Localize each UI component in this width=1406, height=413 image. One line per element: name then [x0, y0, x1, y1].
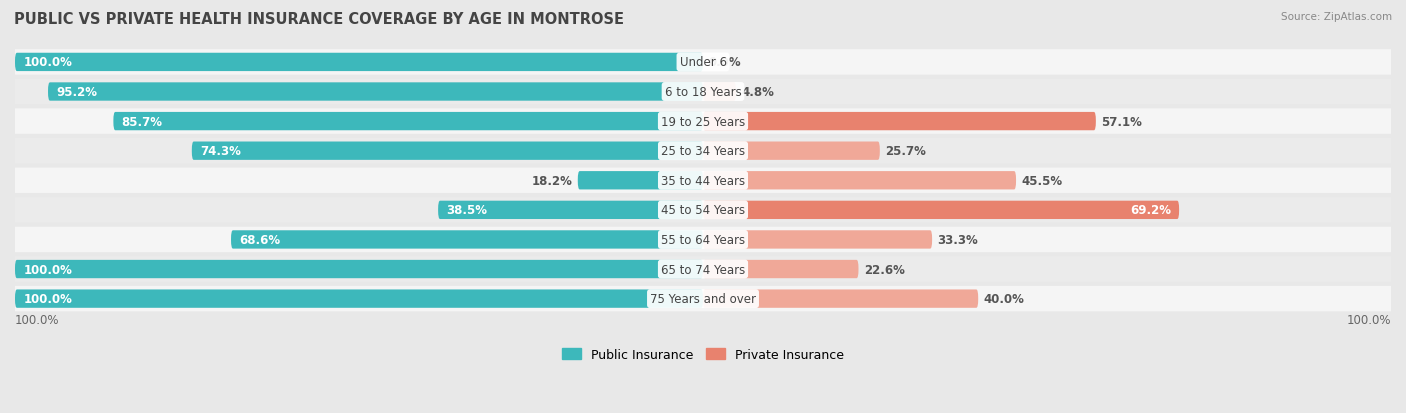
FancyBboxPatch shape [703, 142, 880, 161]
FancyBboxPatch shape [1, 50, 1405, 76]
FancyBboxPatch shape [703, 113, 1095, 131]
FancyBboxPatch shape [1, 168, 1405, 194]
Text: 57.1%: 57.1% [1101, 115, 1142, 128]
Text: 100.0%: 100.0% [1347, 313, 1391, 327]
Text: 35 to 44 Years: 35 to 44 Years [661, 174, 745, 188]
FancyBboxPatch shape [703, 172, 1017, 190]
Text: 18.2%: 18.2% [531, 174, 572, 188]
Text: 4.8%: 4.8% [741, 86, 775, 99]
FancyBboxPatch shape [1, 80, 1405, 105]
FancyBboxPatch shape [1, 139, 1405, 164]
FancyBboxPatch shape [1, 286, 1405, 311]
FancyBboxPatch shape [48, 83, 703, 102]
Text: 74.3%: 74.3% [200, 145, 240, 158]
Text: 25.7%: 25.7% [886, 145, 927, 158]
Legend: Public Insurance, Private Insurance: Public Insurance, Private Insurance [557, 343, 849, 366]
Text: Under 6: Under 6 [679, 56, 727, 69]
Text: 40.0%: 40.0% [984, 292, 1025, 305]
FancyBboxPatch shape [703, 260, 859, 278]
FancyBboxPatch shape [1, 198, 1405, 223]
Text: 25 to 34 Years: 25 to 34 Years [661, 145, 745, 158]
Text: 100.0%: 100.0% [24, 263, 72, 276]
Text: 100.0%: 100.0% [15, 313, 59, 327]
FancyBboxPatch shape [703, 201, 1180, 219]
FancyBboxPatch shape [1, 227, 1405, 253]
Text: PUBLIC VS PRIVATE HEALTH INSURANCE COVERAGE BY AGE IN MONTROSE: PUBLIC VS PRIVATE HEALTH INSURANCE COVER… [14, 12, 624, 27]
Text: 45.5%: 45.5% [1022, 174, 1063, 188]
FancyBboxPatch shape [703, 231, 932, 249]
FancyBboxPatch shape [114, 113, 703, 131]
FancyBboxPatch shape [703, 83, 735, 102]
FancyBboxPatch shape [703, 290, 979, 308]
FancyBboxPatch shape [231, 231, 703, 249]
Text: 33.3%: 33.3% [938, 233, 979, 246]
Text: 65 to 74 Years: 65 to 74 Years [661, 263, 745, 276]
Text: 22.6%: 22.6% [865, 263, 905, 276]
FancyBboxPatch shape [191, 142, 703, 161]
Text: 75 Years and over: 75 Years and over [650, 292, 756, 305]
FancyBboxPatch shape [1, 257, 1405, 282]
FancyBboxPatch shape [15, 54, 703, 72]
Text: 69.2%: 69.2% [1130, 204, 1171, 217]
Text: 95.2%: 95.2% [56, 86, 97, 99]
Text: Source: ZipAtlas.com: Source: ZipAtlas.com [1281, 12, 1392, 22]
FancyBboxPatch shape [578, 172, 703, 190]
Text: 68.6%: 68.6% [239, 233, 280, 246]
FancyBboxPatch shape [439, 201, 703, 219]
FancyBboxPatch shape [1, 109, 1405, 135]
Text: 45 to 54 Years: 45 to 54 Years [661, 204, 745, 217]
Text: 100.0%: 100.0% [24, 56, 72, 69]
Text: 6 to 18 Years: 6 to 18 Years [665, 86, 741, 99]
Text: 0.0%: 0.0% [709, 56, 741, 69]
Text: 100.0%: 100.0% [24, 292, 72, 305]
Text: 19 to 25 Years: 19 to 25 Years [661, 115, 745, 128]
FancyBboxPatch shape [15, 260, 703, 278]
Text: 38.5%: 38.5% [446, 204, 488, 217]
Text: 85.7%: 85.7% [122, 115, 163, 128]
Text: 55 to 64 Years: 55 to 64 Years [661, 233, 745, 246]
FancyBboxPatch shape [15, 290, 703, 308]
